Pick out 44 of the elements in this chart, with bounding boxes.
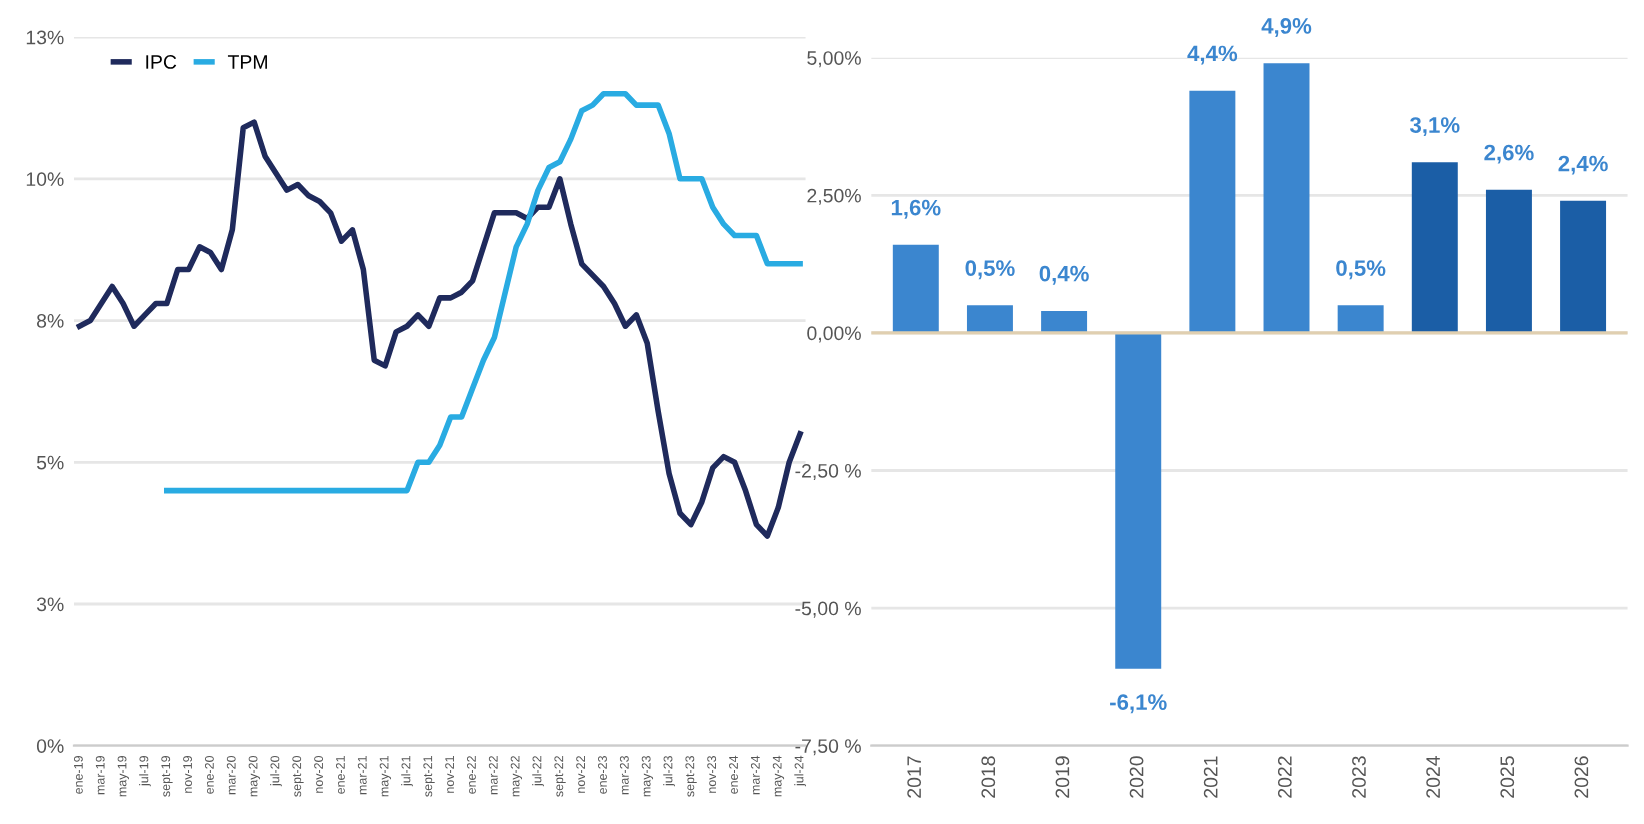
data-label: 1,6% [891,199,941,219]
data-label: 3,1% [1409,117,1460,137]
x-tick-label: 2026 [1574,756,1589,798]
x-tick-label: 2022 [1277,756,1292,798]
x-tick-label: 2021 [1203,756,1218,798]
bar [1337,305,1384,333]
bar [1560,200,1607,333]
bar [1189,90,1236,333]
x-tick-label: 2017 [907,756,922,798]
x-tick-label: 2020 [1129,756,1144,798]
y-tick-label: 0,00% [807,326,861,343]
y-tick-label: -7,50 % [795,739,861,756]
bar [1115,332,1162,669]
data-label: 2,6% [1484,144,1534,164]
y-tick-label: -2,50 % [795,463,861,481]
data-label: 4,9% [1261,18,1312,38]
y-tick-label: -5,00 % [795,601,861,618]
y-tick-label: 13% [26,30,64,45]
data-label: 4,4% [1187,45,1238,65]
y-tick-label: 5% [36,455,64,470]
data-label: -6,1% [1110,694,1167,714]
bar [892,244,939,333]
data-label: 0,5% [965,260,1015,280]
bar [1041,310,1088,333]
y-tick-label: 5,00% [807,51,861,68]
y-tick-label: 3% [36,597,64,612]
y-tick-label: 2,50% [807,188,861,205]
y-tick-label: 8% [37,314,64,328]
bar [966,305,1013,333]
x-tick-label: 2024 [1426,756,1441,798]
x-tick-label: 2019 [1055,756,1070,798]
data-label: 0,5% [1336,260,1386,280]
y-tick-label: 10% [26,172,64,187]
y-tick-label: 0% [36,739,64,753]
bar [1411,162,1458,333]
bar [1485,189,1532,333]
data-label: 2,4% [1558,155,1608,175]
x-tick-label: 2025 [1500,756,1515,798]
data-label: 0,4% [1039,265,1089,285]
legend-label: IPC [146,55,177,69]
x-tick-label: 2018 [981,756,996,798]
bar [1263,63,1310,333]
x-tick-label: 2023 [1352,756,1366,798]
legend-label: TPM [227,55,267,69]
